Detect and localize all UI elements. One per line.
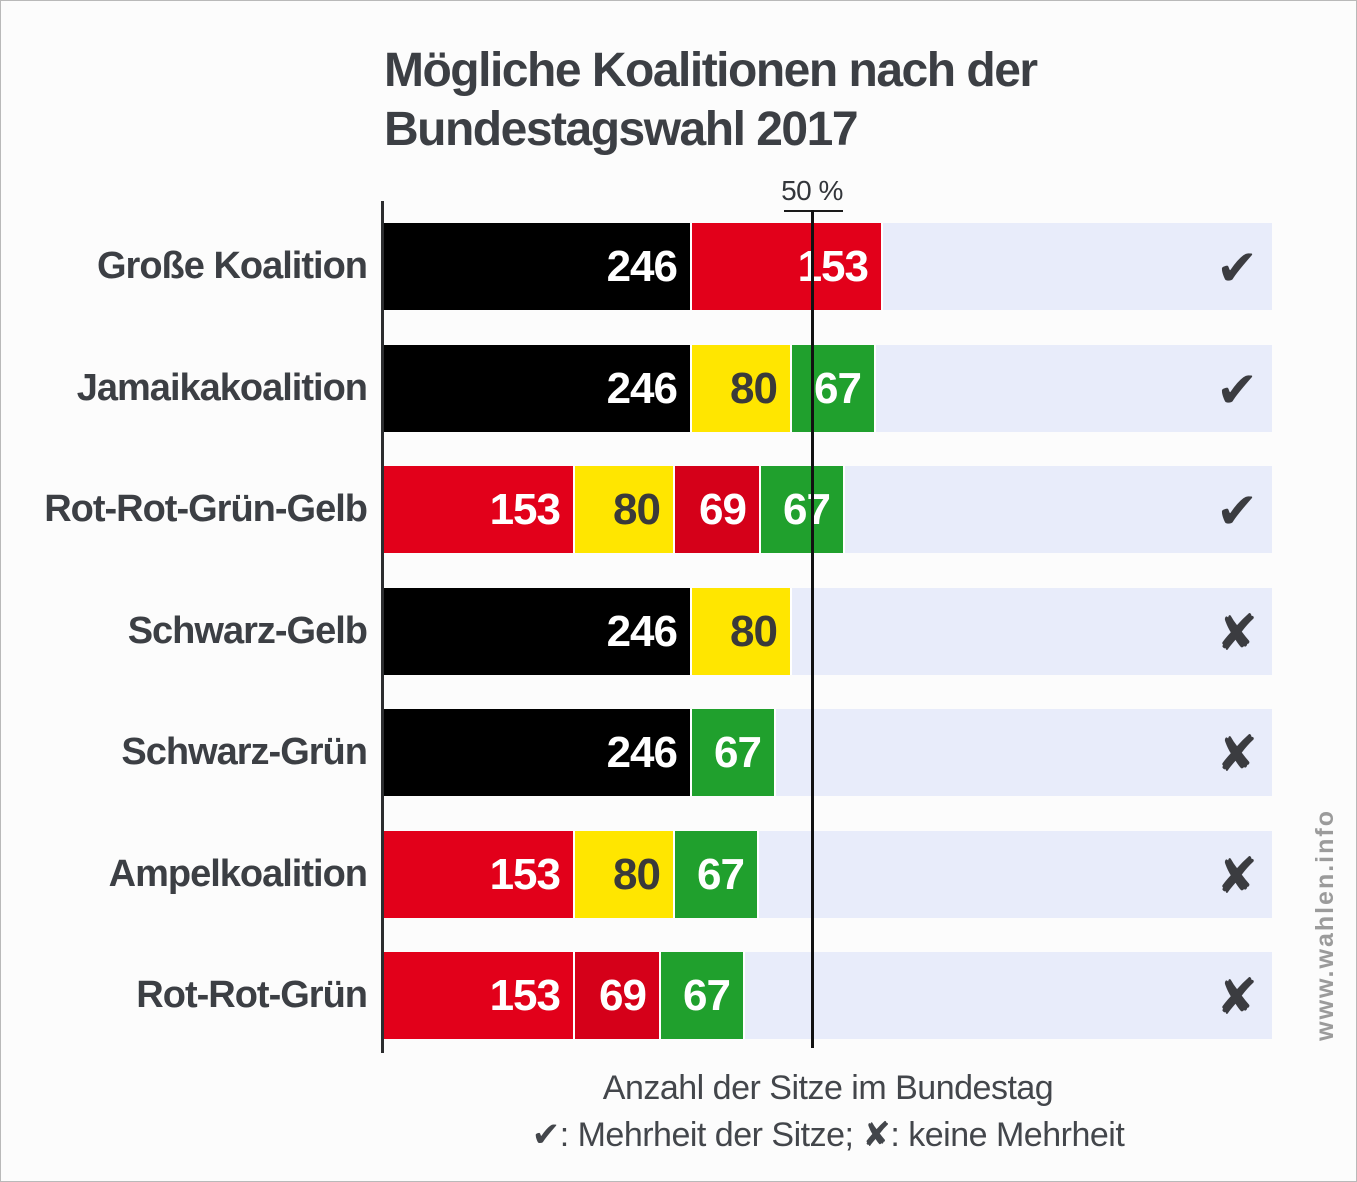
bar-track: 246 153 ✔: [384, 223, 1272, 310]
bar-segment-black: 246: [384, 709, 692, 796]
bar-track: 246 80 ✘: [384, 588, 1272, 675]
segment-value: 67: [683, 971, 731, 1020]
coalition-row: Ampelkoalition 153 80 67 ✘: [1, 831, 1356, 918]
bar-segment-green: 67: [792, 345, 876, 432]
segment-value: 246: [606, 728, 678, 777]
segment-value: 69: [699, 485, 747, 534]
stacked-bar: 246 153: [384, 223, 883, 310]
coalition-row: Große Koalition 246 153 ✔: [1, 223, 1356, 310]
stacked-bar: 153 80 69 67: [384, 466, 845, 553]
chart-title: Mögliche Koalitionen nach der Bundestags…: [384, 41, 1038, 159]
bar-track: 153 69 67 ✘: [384, 952, 1272, 1039]
coalition-row: Schwarz-Gelb 246 80 ✘: [1, 588, 1356, 675]
segment-value: 153: [489, 971, 561, 1020]
segment-value: 80: [730, 364, 778, 413]
bar-segment-yellow: 80: [692, 588, 792, 675]
no-majority-cross-icon: ✘: [1216, 604, 1258, 662]
row-label: Schwarz-Grün: [121, 731, 368, 773]
coalition-row: Rot-Rot-Grün 153 69 67 ✘: [1, 952, 1356, 1039]
bar-track: 153 80 67 ✘: [384, 831, 1272, 918]
chart-title-line2: Bundestagswahl 2017: [384, 103, 859, 156]
segment-value: 153: [489, 850, 561, 899]
fifty-percent-label: 50 %: [781, 175, 843, 206]
bar-segment-green: 67: [761, 466, 845, 553]
segment-value: 67: [697, 850, 745, 899]
bar-segment-yellow: 80: [692, 345, 792, 432]
bar-segment-red: 153: [384, 466, 575, 553]
category-axis-line: [381, 201, 384, 1053]
bar-segment-green: 67: [675, 831, 759, 918]
chart-title-line1: Mögliche Koalitionen nach der: [384, 44, 1038, 97]
majority-check-icon: ✔: [1216, 361, 1258, 419]
bar-segment-yellow: 80: [575, 466, 675, 553]
segment-value: 153: [797, 242, 869, 291]
bar-segment-dark_red: 69: [575, 952, 661, 1039]
row-label: Rot-Rot-Grün-Gelb: [44, 488, 368, 530]
coalition-row: Jamaikakoalition 246 80 67 ✔: [1, 345, 1356, 432]
stacked-bar: 153 69 67: [384, 952, 745, 1039]
segment-value: 69: [599, 971, 647, 1020]
legend-note: ✔: Mehrheit der Sitze; ✘: keine Mehrheit: [531, 1116, 1125, 1154]
row-label: Große Koalition: [97, 245, 368, 287]
stacked-bar: 153 80 67: [384, 831, 759, 918]
no-majority-cross-icon: ✘: [1216, 847, 1258, 905]
stacked-bar: 246 80: [384, 588, 792, 675]
bar-segment-black: 246: [384, 345, 692, 432]
bar-segment-red: 153: [384, 952, 575, 1039]
row-label: Jamaikakoalition: [76, 367, 368, 409]
watermark-wahlen-info: www.wahlen.info: [1311, 809, 1339, 1041]
row-label: Rot-Rot-Grün: [136, 974, 368, 1016]
stacked-bar: 246 80 67: [384, 345, 876, 432]
bar-segment-yellow: 80: [575, 831, 675, 918]
bar-segment-red: 153: [692, 223, 883, 310]
bar-segment-black: 246: [384, 223, 692, 310]
bar-segment-green: 67: [692, 709, 776, 796]
segment-value: 246: [606, 607, 678, 656]
bar-track: 246 67 ✘: [384, 709, 1272, 796]
bar-segment-green: 67: [661, 952, 745, 1039]
majority-check-icon: ✔: [1216, 239, 1258, 297]
segment-value: 67: [714, 728, 762, 777]
segment-value: 246: [606, 242, 678, 291]
segment-value: 153: [489, 485, 561, 534]
x-axis-caption: Anzahl der Sitze im Bundestag: [602, 1069, 1054, 1107]
row-label: Schwarz-Gelb: [127, 610, 368, 652]
bar-track: 153 80 69 67 ✔: [384, 466, 1272, 553]
no-majority-cross-icon: ✘: [1216, 725, 1258, 783]
segment-value: 80: [613, 850, 661, 899]
segment-value: 67: [783, 485, 831, 534]
stacked-bar: 246 67: [384, 709, 776, 796]
fifty-percent-gridline: [811, 210, 814, 1048]
majority-check-icon: ✔: [1216, 482, 1258, 540]
row-label: Ampelkoalition: [108, 853, 368, 895]
bar-segment-black: 246: [384, 588, 692, 675]
segment-value: 80: [730, 607, 778, 656]
coalition-row: Schwarz-Grün 246 67 ✘: [1, 709, 1356, 796]
coalition-row: Rot-Rot-Grün-Gelb 153 80 69 67 ✔: [1, 466, 1356, 553]
segment-value: 246: [606, 364, 678, 413]
segment-value: 80: [613, 485, 661, 534]
no-majority-cross-icon: ✘: [1216, 968, 1258, 1026]
bar-segment-red: 153: [384, 831, 575, 918]
segment-value: 67: [814, 364, 862, 413]
bar-track: 246 80 67 ✔: [384, 345, 1272, 432]
bar-segment-dark_red: 69: [675, 466, 761, 553]
